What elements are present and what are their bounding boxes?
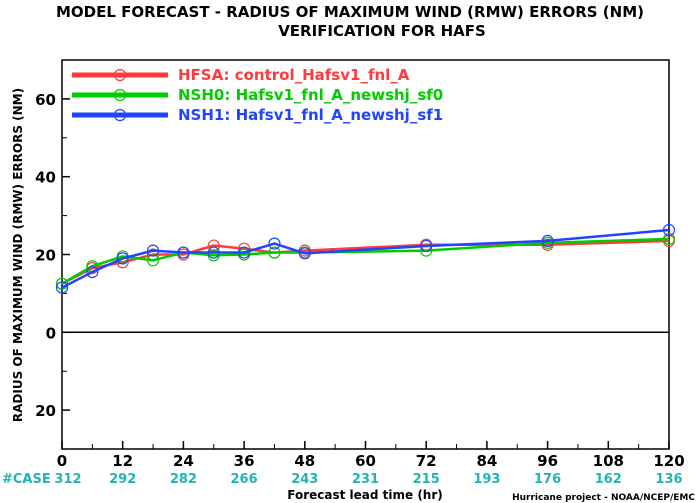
case-count: 266 xyxy=(231,472,258,487)
series-group xyxy=(55,234,676,290)
case-count: 193 xyxy=(473,472,500,487)
legend-label: NSH1: Hafsv1_fnl_A_newshj_sf1 xyxy=(178,106,443,124)
y-axis-label: RADIUS OF MAXIMUM WIND (RMW) ERRORS (NM) xyxy=(11,88,25,422)
y-tick-label: 20 xyxy=(35,247,56,265)
legend-label: HFSA: control_Hafsv1_fnl_A xyxy=(178,66,410,84)
chart-title: MODEL FORECAST - RADIUS OF MAXIMUM WIND … xyxy=(56,3,644,21)
x-tick-label: 48 xyxy=(294,452,315,470)
case-count: 243 xyxy=(291,472,318,487)
series-line xyxy=(61,228,670,289)
legend-marker xyxy=(113,68,127,82)
x-axis: 0 12 24 36 48 60 72 84 96 108 120 xyxy=(57,441,685,470)
case-label: #CASE xyxy=(2,472,51,487)
data-point xyxy=(541,234,554,247)
x-tick-label: 72 xyxy=(416,452,437,470)
case-count: 162 xyxy=(595,472,622,487)
data-point xyxy=(662,223,676,237)
data-point xyxy=(146,254,160,267)
case-count: 215 xyxy=(413,472,440,487)
legend-marker xyxy=(113,88,127,102)
case-count: 231 xyxy=(352,472,379,487)
y-tick-label: 40 xyxy=(35,169,56,187)
legend: HFSA: control_Hafsv1_fnl_A NSH0: Hafsv1_f… xyxy=(72,66,443,124)
x-tick-label: 120 xyxy=(653,452,684,470)
y-axis: 20 0 20 40 60 xyxy=(35,59,70,450)
case-count: 176 xyxy=(534,472,561,487)
case-count: 136 xyxy=(655,472,682,487)
series-line xyxy=(61,239,670,285)
y-tick-label: 20 xyxy=(35,402,56,420)
y-tick-label: 60 xyxy=(35,91,56,109)
data-point xyxy=(207,249,220,262)
x-tick-label: 60 xyxy=(355,452,376,470)
data-point xyxy=(207,239,220,252)
data-point xyxy=(86,265,99,279)
x-tick-label: 0 xyxy=(57,452,67,470)
case-counts: 312 292 282 266 243 231 215 193 176 162 136 xyxy=(54,472,682,487)
data-point xyxy=(268,246,281,259)
data-point xyxy=(238,246,251,259)
x-axis-label: Forecast lead time (hr) xyxy=(287,488,443,502)
data-point xyxy=(298,247,311,260)
x-tick-label: 84 xyxy=(476,452,497,470)
x-tick-label: 96 xyxy=(537,452,558,470)
data-point xyxy=(662,232,676,246)
data-point xyxy=(116,252,129,265)
case-count: 292 xyxy=(109,472,136,487)
chart-subtitle: VERIFICATION FOR HAFS xyxy=(278,22,486,40)
series-layer xyxy=(55,223,676,294)
case-count: 312 xyxy=(54,472,81,487)
data-point xyxy=(146,244,160,257)
data-point xyxy=(55,281,69,294)
data-point xyxy=(207,246,220,259)
series-group xyxy=(55,232,676,290)
data-point xyxy=(420,239,433,253)
data-point xyxy=(268,237,281,250)
x-tick-label: 36 xyxy=(234,452,255,470)
series-group xyxy=(55,223,676,294)
x-tick-label: 12 xyxy=(112,452,133,470)
legend-label: NSH0: Hafsv1_fnl_A_newshj_sf0 xyxy=(178,86,443,104)
y-tick-label: 0 xyxy=(46,324,56,342)
case-count: 282 xyxy=(170,472,197,487)
x-tick-label: 108 xyxy=(593,452,624,470)
credit-text: Hurricane project - NOAA/NCEP/EMC xyxy=(512,493,695,503)
legend-marker xyxy=(113,108,127,122)
x-tick-label: 24 xyxy=(173,452,194,470)
data-point xyxy=(177,246,190,259)
